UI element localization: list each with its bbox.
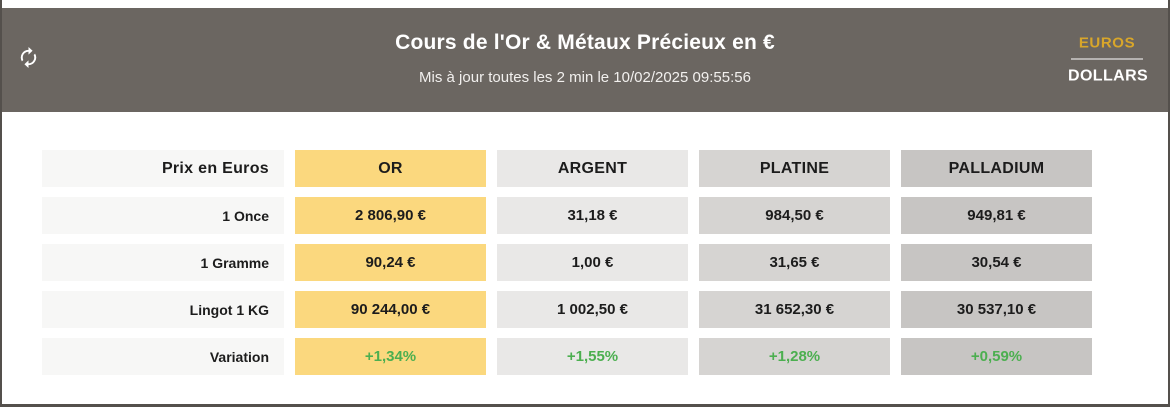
widget-header: Cours de l'Or & Métaux Précieux en € Mis… xyxy=(2,8,1168,112)
currency-option-dollars[interactable]: DOLLARS xyxy=(1068,67,1149,85)
value-gramme-platine: 31,65 € xyxy=(699,244,890,281)
value-once-palladium: 949,81 € xyxy=(901,197,1092,234)
page-title: Cours de l'Or & Métaux Précieux en € xyxy=(395,30,775,54)
value-lingot-or: 90 244,00 € xyxy=(295,291,486,328)
variation-platine: +1,28% xyxy=(699,338,890,375)
table-corner-header: Prix en Euros xyxy=(42,150,284,187)
value-gramme-or: 90,24 € xyxy=(295,244,486,281)
value-once-or: 2 806,90 € xyxy=(295,197,486,234)
value-lingot-platine: 31 652,30 € xyxy=(699,291,890,328)
variation-palladium: +0,59% xyxy=(901,338,1092,375)
row-label-lingot: Lingot 1 KG xyxy=(42,291,284,328)
currency-toggle: EUROS DOLLARS xyxy=(1068,34,1149,86)
column-header-palladium: PALLADIUM xyxy=(901,150,1092,187)
refresh-button[interactable] xyxy=(16,46,40,74)
value-lingot-palladium: 30 537,10 € xyxy=(901,291,1092,328)
value-once-platine: 984,50 € xyxy=(699,197,890,234)
value-gramme-palladium: 30,54 € xyxy=(901,244,1092,281)
price-table: Prix en Euros OR ARGENT PLATINE PALLADIU… xyxy=(42,150,1168,375)
last-updated-text: Mis à jour toutes les 2 min le 10/02/202… xyxy=(419,68,751,86)
variation-or: +1,34% xyxy=(295,338,486,375)
value-once-argent: 31,18 € xyxy=(497,197,688,234)
currency-divider xyxy=(1071,58,1143,60)
value-gramme-argent: 1,00 € xyxy=(497,244,688,281)
header-titles: Cours de l'Or & Métaux Précieux en € Mis… xyxy=(395,31,775,86)
row-label-once: 1 Once xyxy=(42,197,284,234)
value-lingot-argent: 1 002,50 € xyxy=(497,291,688,328)
row-label-gramme: 1 Gramme xyxy=(42,244,284,281)
column-header-or: OR xyxy=(295,150,486,187)
refresh-icon xyxy=(17,46,40,74)
variation-argent: +1,55% xyxy=(497,338,688,375)
currency-option-euros[interactable]: EUROS xyxy=(1078,34,1136,52)
column-header-platine: PLATINE xyxy=(699,150,890,187)
column-header-argent: ARGENT xyxy=(497,150,688,187)
row-label-variation: Variation xyxy=(42,338,284,375)
